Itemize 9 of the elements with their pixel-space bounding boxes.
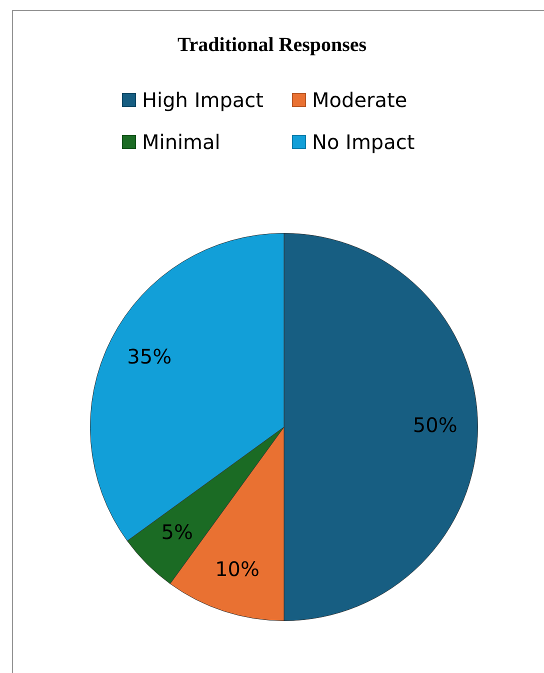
legend-label: Moderate — [312, 88, 408, 112]
chart-title: Traditional Responses — [176, 34, 368, 57]
data-label: 5% — [161, 520, 194, 544]
data-label: 50% — [412, 413, 458, 438]
data-label: 10% — [215, 556, 260, 581]
legend-label: Minimal — [142, 130, 220, 154]
data-label: 35% — [127, 344, 172, 369]
legend-label: No Impact — [312, 130, 415, 154]
legend-label: High Impact — [142, 88, 264, 112]
